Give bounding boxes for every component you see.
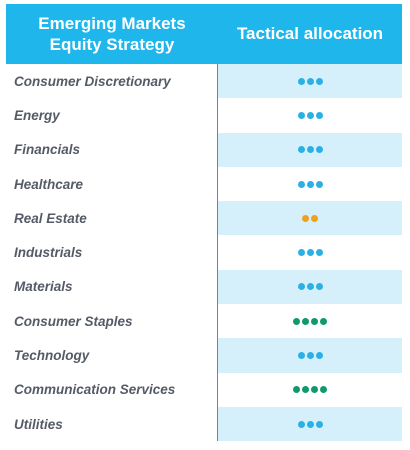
allocation-dots — [297, 352, 323, 360]
allocation-dots — [297, 77, 323, 85]
sector-label: Industrials — [6, 235, 218, 270]
table-row: Real Estate — [6, 201, 402, 236]
table-row: Energy — [6, 98, 402, 133]
allocation-dot-icon — [315, 111, 323, 119]
allocation-dot-icon — [302, 317, 309, 325]
allocation-dot-icon — [306, 249, 314, 257]
allocation-dot-icon — [302, 214, 309, 222]
allocation-dot-icon — [311, 386, 318, 394]
allocation-dot-icon — [302, 386, 309, 394]
allocation-dot-icon — [297, 352, 305, 360]
allocation-dot-icon — [306, 180, 314, 188]
allocation-dots — [302, 214, 318, 222]
table-row: Financials — [6, 132, 402, 167]
allocation-cell — [218, 304, 402, 339]
allocation-cell — [218, 201, 402, 236]
sector-label: Materials — [6, 269, 218, 305]
allocation-dot-icon — [311, 214, 318, 222]
sector-label: Energy — [6, 98, 218, 133]
allocation-dots — [297, 420, 323, 428]
allocation-dot-icon — [320, 386, 327, 394]
allocation-dots — [297, 249, 323, 257]
allocation-dot-icon — [297, 111, 305, 119]
allocation-dot-icon — [306, 77, 314, 85]
allocation-dot-icon — [297, 249, 305, 257]
allocation-cell — [218, 372, 402, 407]
allocation-dot-icon — [315, 180, 323, 188]
table-row: Communication Services — [6, 372, 402, 407]
sector-label: Healthcare — [6, 166, 218, 202]
allocation-dot-icon — [293, 386, 300, 394]
allocation-dots — [297, 180, 323, 188]
table-row: Materials — [6, 269, 402, 305]
sector-label: Financials — [6, 132, 218, 167]
allocation-dots — [293, 317, 327, 325]
allocation-dot-icon — [315, 249, 323, 257]
allocation-dot-icon — [306, 283, 314, 291]
table-row: Healthcare — [6, 166, 402, 202]
allocation-dot-icon — [315, 352, 323, 360]
table-row: Utilities — [6, 406, 402, 442]
strategy-header-line1: Emerging Markets — [38, 14, 186, 33]
allocation-dot-icon — [293, 317, 300, 325]
allocation-dot-icon — [306, 111, 314, 119]
allocation-dot-icon — [306, 420, 314, 428]
allocation-header: Tactical allocation — [236, 24, 384, 43]
allocation-dot-icon — [320, 317, 327, 325]
allocation-dot-icon — [315, 146, 323, 154]
allocation-dot-icon — [315, 283, 323, 291]
table-row: Industrials — [6, 235, 402, 270]
sector-label: Real Estate — [6, 201, 218, 236]
sector-label: Technology — [6, 338, 218, 373]
allocation-dot-icon — [297, 146, 305, 154]
table-row: Technology — [6, 338, 402, 373]
table-row: Consumer Discretionary — [6, 64, 402, 99]
allocation-dot-icon — [311, 317, 318, 325]
allocation-cell — [218, 338, 402, 373]
allocation-dot-icon — [306, 146, 314, 154]
table-header: Emerging Markets Equity Strategy Tactica… — [6, 4, 402, 64]
sector-label: Consumer Discretionary — [6, 64, 218, 99]
strategy-header: Emerging Markets Equity Strategy — [6, 4, 218, 64]
allocation-dot-icon — [297, 420, 305, 428]
table-body: Consumer Discretionary Energy Financials He… — [6, 64, 402, 442]
allocation-dot-icon — [297, 283, 305, 291]
allocation-cell — [218, 406, 402, 442]
allocation-dot-icon — [297, 180, 305, 188]
allocation-dot-icon — [315, 77, 323, 85]
strategy-header-line2: Equity Strategy — [49, 35, 175, 54]
table-row: Consumer Staples — [6, 304, 402, 339]
allocation-dot-icon — [315, 420, 323, 428]
sector-label: Communication Services — [6, 372, 218, 407]
sector-label: Utilities — [6, 406, 218, 442]
allocation-dots — [297, 283, 323, 291]
allocation-dots — [293, 386, 327, 394]
allocation-cell — [218, 132, 402, 167]
allocation-dot-icon — [306, 352, 314, 360]
allocation-cell — [218, 235, 402, 270]
allocation-cell — [218, 269, 402, 305]
allocation-dots — [297, 146, 323, 154]
allocation-cell — [218, 98, 402, 133]
allocation-cell — [218, 64, 402, 99]
allocation-dots — [297, 111, 323, 119]
allocation-cell — [218, 166, 402, 202]
allocation-table: Emerging Markets Equity Strategy Tactica… — [6, 4, 402, 442]
sector-label: Consumer Staples — [6, 304, 218, 339]
allocation-dot-icon — [297, 77, 305, 85]
